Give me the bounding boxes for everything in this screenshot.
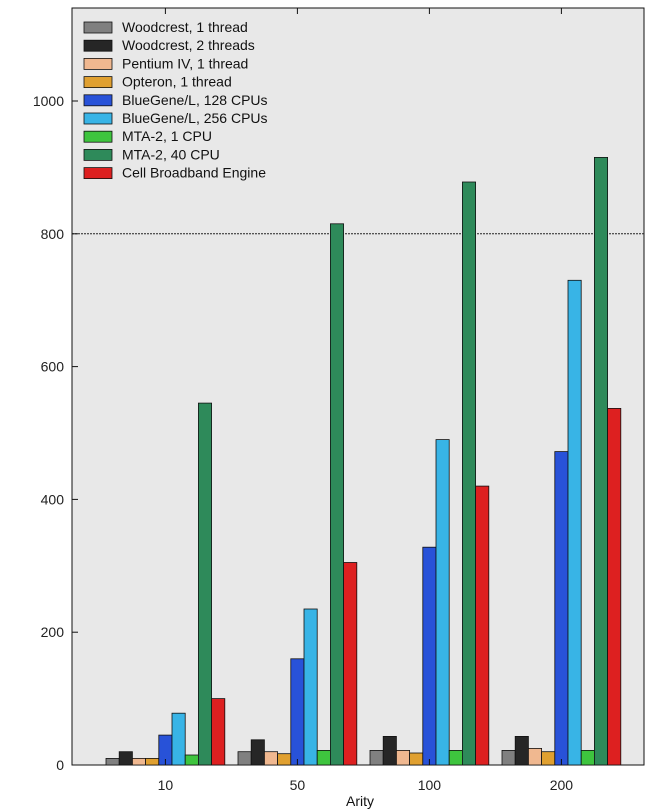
bar	[316, 750, 331, 766]
x-axis-title: Arity	[346, 793, 374, 809]
bar	[435, 439, 450, 766]
x-tick-label: 200	[550, 777, 574, 793]
y-tick-label: 1000	[33, 93, 64, 109]
bar	[250, 739, 265, 766]
bar	[105, 758, 120, 766]
bar	[211, 698, 226, 766]
bars-layer	[105, 156, 622, 766]
bar	[409, 752, 424, 766]
bar	[131, 758, 146, 766]
x-tick-label: 10	[158, 777, 174, 793]
y-tick-label: 400	[41, 491, 65, 507]
bar	[382, 736, 397, 766]
bar	[541, 751, 556, 766]
bar	[263, 751, 278, 766]
bar	[554, 451, 569, 766]
bar	[277, 753, 292, 766]
legend-swatch	[83, 94, 113, 107]
bar	[197, 402, 212, 766]
legend-swatch	[83, 130, 113, 143]
bar	[290, 658, 305, 766]
bar	[594, 156, 609, 766]
legend-label: Pentium IV, 1 thread	[122, 55, 248, 71]
bar	[369, 750, 384, 766]
legend-swatch	[83, 58, 113, 70]
y-tick-label: 800	[41, 226, 65, 242]
legend-label: Woodcrest, 2 threads	[122, 37, 255, 53]
y-axis: 0 200 400 600 800 1000	[33, 93, 78, 773]
legend-label: Opteron, 1 thread	[122, 74, 232, 90]
x-tick-label: 100	[418, 777, 442, 793]
legend-swatch	[83, 21, 113, 34]
legend-swatch	[83, 39, 113, 52]
legend-label: MTA-2, 40 CPU	[122, 146, 220, 162]
bar	[422, 546, 437, 766]
bar	[171, 712, 186, 766]
bar	[303, 608, 318, 766]
legend-swatch	[83, 76, 113, 88]
bar	[475, 485, 490, 766]
bar	[395, 750, 410, 766]
y-tick-label: 200	[41, 624, 65, 640]
bar	[145, 758, 160, 766]
bar	[607, 407, 622, 766]
bar	[580, 750, 595, 766]
legend-swatch	[83, 167, 113, 180]
bar	[184, 754, 199, 766]
y-tick-label: 600	[41, 359, 65, 375]
legend-swatch	[83, 148, 113, 161]
legend-label: Cell Broadband Engine	[122, 165, 266, 181]
bar	[237, 751, 252, 766]
bar	[448, 750, 463, 766]
bar	[461, 181, 476, 766]
legend: Woodcrest, 1 thread Woodcrest, 2 threads P…	[83, 19, 268, 181]
legend-swatch	[83, 112, 113, 125]
bar	[501, 750, 516, 766]
legend-label: BlueGene/L, 256 CPUs	[122, 110, 268, 126]
legend-label: MTA-2, 1 CPU	[122, 128, 212, 144]
bar	[514, 736, 529, 766]
x-axis: 10 50 100 200	[158, 8, 574, 793]
y-tick-label: 0	[56, 757, 64, 773]
bar	[329, 223, 344, 766]
bar	[567, 279, 582, 766]
bar	[528, 748, 543, 766]
legend-label: Woodcrest, 1 thread	[122, 19, 248, 35]
bar	[343, 562, 358, 766]
plot-area	[71, 7, 645, 766]
legend-label: BlueGene/L, 128 CPUs	[122, 92, 268, 108]
x-tick-label: 50	[290, 777, 306, 793]
bar	[118, 751, 133, 766]
